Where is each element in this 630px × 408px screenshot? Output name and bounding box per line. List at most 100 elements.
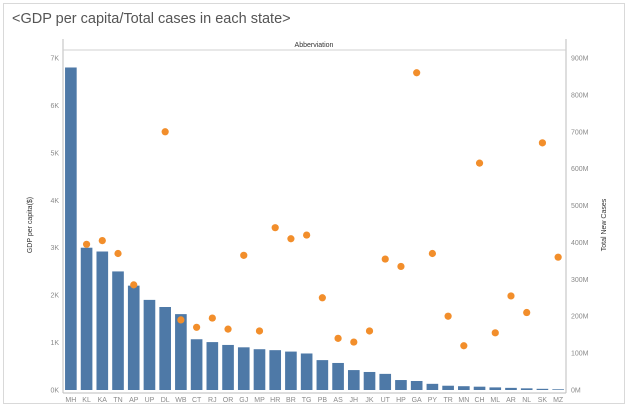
bar-JK bbox=[363, 371, 376, 390]
bar-AS bbox=[332, 362, 344, 390]
y-tick-label: 0K bbox=[50, 388, 59, 395]
bar-MN bbox=[458, 386, 470, 390]
x-tick-label: DL bbox=[161, 397, 170, 404]
point-AR bbox=[507, 292, 515, 300]
y2-tick-label: 700M bbox=[571, 129, 589, 136]
x-tick-label: HR bbox=[270, 397, 280, 404]
point-PY bbox=[428, 249, 436, 258]
chart-title: <GDP per capita/Total cases in each stat… bbox=[12, 11, 291, 27]
point-AP bbox=[130, 281, 138, 289]
point-KL bbox=[82, 240, 91, 248]
x-tick-label: AR bbox=[506, 397, 516, 404]
point-RJ bbox=[208, 314, 216, 322]
x-tick-label: HP bbox=[396, 397, 406, 404]
bar-TN bbox=[112, 271, 124, 390]
point-MN bbox=[460, 342, 468, 350]
bar-PY bbox=[426, 383, 439, 390]
point-HR bbox=[271, 224, 279, 232]
y-axis-title: GDP per capita($) bbox=[27, 197, 34, 253]
x-tick-label: GJ bbox=[239, 397, 248, 404]
x-tick-label: MP bbox=[254, 397, 265, 404]
bar-ML bbox=[489, 387, 502, 390]
bar-UT bbox=[379, 373, 392, 390]
scatter-series bbox=[82, 69, 562, 350]
y-tick-label: 4K bbox=[50, 198, 59, 205]
bar-HP bbox=[395, 380, 407, 390]
point-OR bbox=[224, 325, 232, 333]
x-tick-label: MN bbox=[458, 397, 469, 404]
y-tick-label: 5K bbox=[50, 150, 59, 157]
y2-tick-label: 100M bbox=[571, 351, 589, 358]
bar-WB bbox=[175, 314, 187, 390]
x-tick-label: PY bbox=[428, 397, 438, 404]
x-tick-label: CT bbox=[192, 397, 202, 404]
x-tick-label: GA bbox=[412, 397, 422, 404]
bar-TG bbox=[300, 353, 313, 390]
point-MP bbox=[255, 327, 264, 335]
point-TN bbox=[114, 249, 122, 258]
point-MZ bbox=[554, 253, 562, 261]
point-TR bbox=[444, 312, 452, 320]
x-tick-label: NL bbox=[522, 397, 531, 404]
x-tick-label: CH bbox=[474, 397, 484, 404]
point-JH bbox=[350, 338, 358, 346]
bar-GA bbox=[410, 380, 423, 390]
bar-UP bbox=[143, 299, 156, 390]
x-tick-label: KL bbox=[82, 397, 91, 404]
bar-BR bbox=[285, 351, 297, 390]
point-GJ bbox=[240, 251, 248, 259]
x-tick-label: TR bbox=[443, 397, 452, 404]
point-UT bbox=[381, 255, 389, 263]
x-tick-label: TG bbox=[302, 397, 312, 404]
point-TG bbox=[303, 231, 311, 239]
x-tick-label: AS bbox=[333, 397, 343, 404]
bar-MH bbox=[65, 67, 77, 390]
y-tick-label: 1K bbox=[50, 340, 59, 347]
y-tick-label: 7K bbox=[50, 56, 59, 63]
point-PB bbox=[318, 294, 326, 302]
point-WB bbox=[177, 316, 185, 324]
x-tick-label: PB bbox=[318, 397, 328, 404]
bar-MP bbox=[253, 349, 266, 390]
y2-tick-label: 800M bbox=[571, 92, 589, 99]
bar-RJ bbox=[206, 342, 219, 390]
y2-tick-label: 200M bbox=[571, 314, 589, 321]
y2-tick-label: 600M bbox=[571, 166, 589, 173]
y2-tick-label: 400M bbox=[571, 240, 589, 247]
x-tick-label: JH bbox=[350, 397, 359, 404]
bar-AR bbox=[505, 387, 517, 390]
x-tick-label: WB bbox=[175, 397, 187, 404]
x-tick-label: AP bbox=[129, 397, 139, 404]
bar-JH bbox=[347, 370, 360, 390]
y2-tick-label: 900M bbox=[571, 56, 589, 63]
y-tick-label: 3K bbox=[50, 245, 59, 252]
point-NL bbox=[523, 308, 531, 317]
bar-CT bbox=[190, 339, 203, 390]
column-header: Abberviation bbox=[295, 42, 334, 49]
bar-GJ bbox=[237, 347, 250, 390]
y-axis: 0K 1K 2K 3K 4K 5K 6K 7K bbox=[50, 56, 59, 395]
x-tick-label: BR bbox=[286, 397, 296, 404]
x-tick-label: TN bbox=[113, 397, 122, 404]
bar-HR bbox=[269, 350, 282, 390]
x-tick-label: UP bbox=[145, 397, 155, 404]
point-AS bbox=[334, 334, 342, 342]
x-tick-label: RJ bbox=[208, 397, 217, 404]
point-HP bbox=[397, 262, 405, 271]
y-tick-label: 6K bbox=[50, 103, 59, 110]
bar-PB bbox=[316, 360, 329, 390]
point-CH bbox=[475, 159, 484, 167]
y2-tick-label: 300M bbox=[571, 277, 589, 284]
bar-SK bbox=[536, 388, 549, 390]
y2-tick-label: 0M bbox=[571, 388, 581, 395]
bar-MZ bbox=[552, 389, 564, 390]
point-CT bbox=[193, 323, 201, 331]
x-tick-label: MH bbox=[65, 397, 76, 404]
x-axis: MH KL KA TN AP UP DL WB CT RJ OR GJ MP HR BR TG PB AS JH JK… bbox=[65, 397, 564, 404]
x-tick-label: ML bbox=[490, 397, 500, 404]
point-SK bbox=[538, 139, 547, 147]
y2-axis-title: Total New Cases bbox=[601, 198, 608, 251]
point-ML bbox=[491, 329, 499, 337]
x-tick-label: KA bbox=[98, 397, 108, 404]
